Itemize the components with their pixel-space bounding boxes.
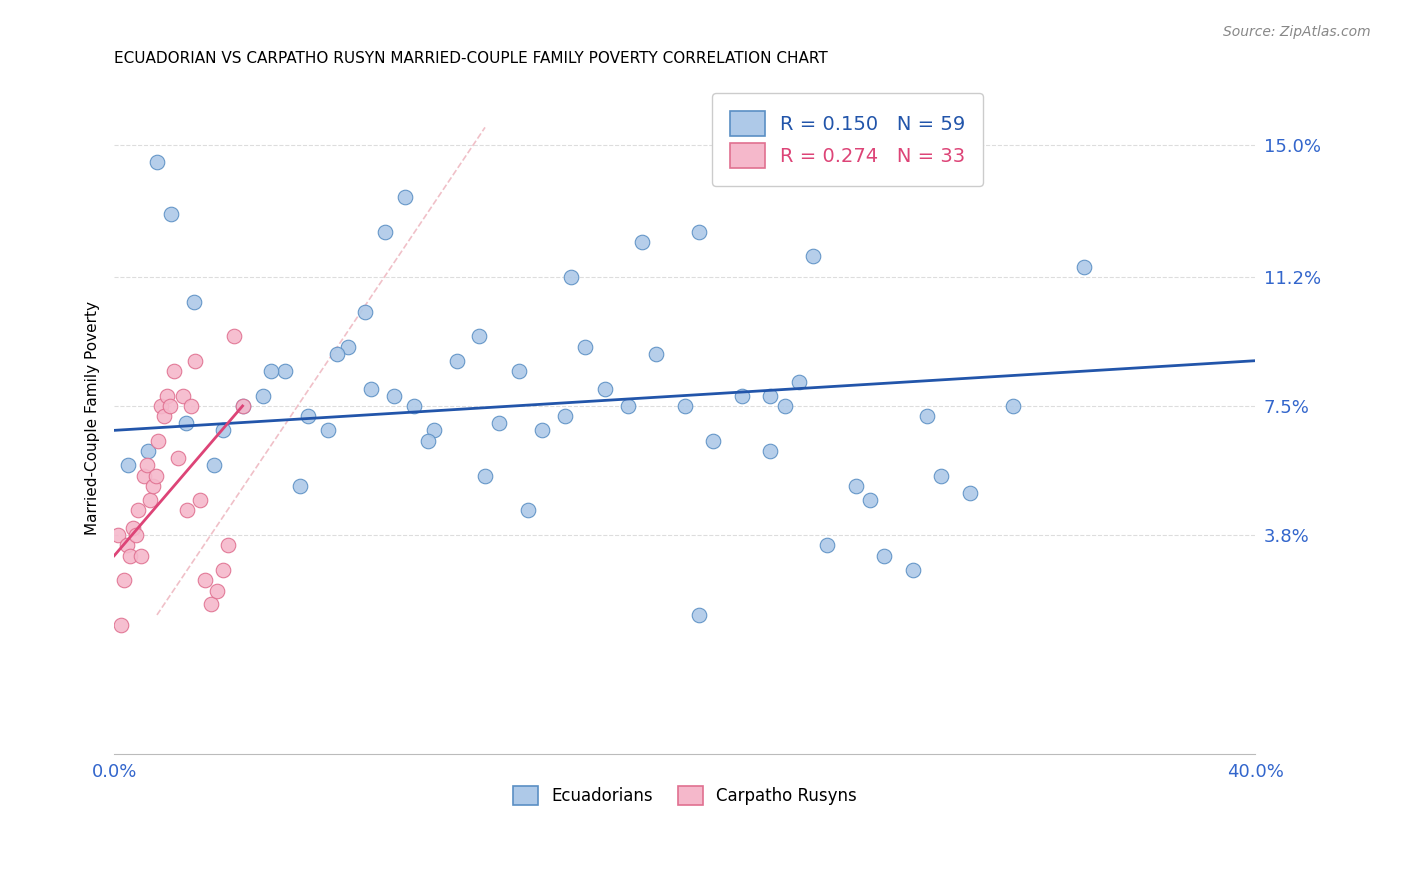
- Point: [146, 155, 169, 169]
- Point: [211, 563, 233, 577]
- Point: [593, 382, 616, 396]
- Point: [422, 423, 444, 437]
- Point: [112, 573, 135, 587]
- Point: [688, 607, 710, 622]
- Point: [167, 451, 190, 466]
- Point: [337, 340, 360, 354]
- Point: [205, 583, 228, 598]
- Point: [134, 468, 156, 483]
- Point: [150, 399, 173, 413]
- Point: [773, 399, 796, 413]
- Point: [200, 598, 222, 612]
- Point: [117, 458, 139, 473]
- Point: [402, 399, 425, 413]
- Point: [153, 409, 176, 424]
- Point: [110, 618, 132, 632]
- Y-axis label: Married-Couple Family Poverty: Married-Couple Family Poverty: [86, 301, 100, 535]
- Point: [145, 468, 167, 483]
- Point: [787, 375, 810, 389]
- Point: [180, 399, 202, 413]
- Point: [574, 340, 596, 354]
- Point: [274, 364, 297, 378]
- Point: [156, 388, 179, 402]
- Point: [873, 549, 896, 563]
- Point: [129, 549, 152, 563]
- Point: [688, 225, 710, 239]
- Text: ECUADORIAN VS CARPATHO RUSYN MARRIED-COUPLE FAMILY POVERTY CORRELATION CHART: ECUADORIAN VS CARPATHO RUSYN MARRIED-COU…: [114, 51, 828, 66]
- Point: [260, 364, 283, 378]
- Point: [115, 538, 138, 552]
- Text: Source: ZipAtlas.com: Source: ZipAtlas.com: [1223, 25, 1371, 39]
- Point: [560, 270, 582, 285]
- Point: [382, 388, 405, 402]
- Point: [148, 434, 170, 448]
- Point: [288, 479, 311, 493]
- Point: [1001, 399, 1024, 413]
- Point: [142, 479, 165, 493]
- Point: [468, 329, 491, 343]
- Point: [901, 563, 924, 577]
- Point: [121, 521, 143, 535]
- Point: [160, 207, 183, 221]
- Point: [163, 364, 186, 378]
- Point: [474, 468, 496, 483]
- Point: [1073, 260, 1095, 274]
- Point: [931, 468, 953, 483]
- Point: [673, 399, 696, 413]
- Point: [488, 417, 510, 431]
- Point: [374, 225, 396, 239]
- Point: [184, 353, 207, 368]
- Point: [915, 409, 938, 424]
- Point: [139, 493, 162, 508]
- Point: [127, 503, 149, 517]
- Point: [394, 190, 416, 204]
- Point: [702, 434, 724, 448]
- Point: [124, 528, 146, 542]
- Point: [118, 549, 141, 563]
- Point: [138, 444, 160, 458]
- Point: [176, 503, 198, 517]
- Point: [252, 388, 274, 402]
- Point: [183, 294, 205, 309]
- Point: [859, 493, 882, 508]
- Point: [202, 458, 225, 473]
- Point: [554, 409, 576, 424]
- Point: [297, 409, 319, 424]
- Point: [354, 305, 377, 319]
- Point: [845, 479, 868, 493]
- Point: [801, 249, 824, 263]
- Point: [172, 388, 194, 402]
- Point: [325, 347, 347, 361]
- Point: [645, 347, 668, 361]
- Point: [174, 417, 197, 431]
- Point: [815, 538, 838, 552]
- Point: [232, 399, 254, 413]
- Point: [222, 329, 245, 343]
- Point: [759, 388, 782, 402]
- Point: [360, 382, 382, 396]
- Point: [508, 364, 530, 378]
- Point: [107, 528, 129, 542]
- Point: [731, 388, 754, 402]
- Point: [136, 458, 159, 473]
- Point: [232, 399, 254, 413]
- Point: [759, 444, 782, 458]
- Point: [446, 353, 468, 368]
- Point: [316, 423, 339, 437]
- Point: [631, 235, 654, 250]
- Point: [194, 573, 217, 587]
- Point: [616, 399, 638, 413]
- Point: [531, 423, 554, 437]
- Point: [159, 399, 181, 413]
- Point: [188, 493, 211, 508]
- Point: [516, 503, 538, 517]
- Point: [959, 486, 981, 500]
- Point: [211, 423, 233, 437]
- Point: [416, 434, 439, 448]
- Point: [217, 538, 239, 552]
- Legend: Ecuadorians, Carpatho Rusyns: Ecuadorians, Carpatho Rusyns: [505, 777, 865, 814]
